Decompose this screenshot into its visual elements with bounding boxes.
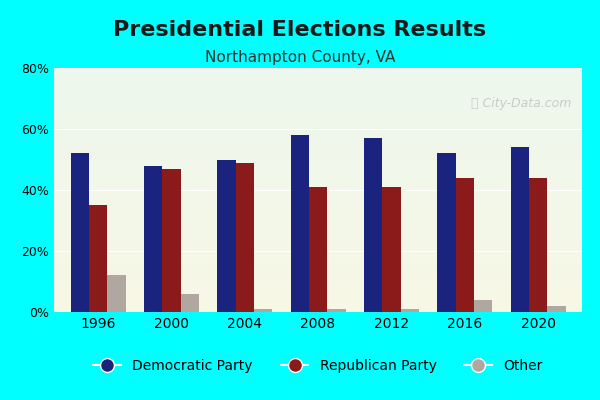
- Text: Northampton County, VA: Northampton County, VA: [205, 50, 395, 65]
- Bar: [529, 178, 547, 312]
- Bar: [71, 153, 89, 312]
- Text: ⓘ City-Data.com: ⓘ City-Data.com: [471, 97, 571, 110]
- Bar: [107, 275, 125, 312]
- Text: Presidential Elections Results: Presidential Elections Results: [113, 20, 487, 40]
- Bar: [327, 309, 346, 312]
- Bar: [511, 147, 529, 312]
- Bar: [309, 187, 327, 312]
- Bar: [181, 294, 199, 312]
- Bar: [217, 160, 236, 312]
- Bar: [89, 205, 107, 312]
- Bar: [474, 300, 492, 312]
- Bar: [364, 138, 382, 312]
- Bar: [437, 153, 455, 312]
- Bar: [547, 306, 566, 312]
- Bar: [236, 162, 254, 312]
- Bar: [382, 187, 401, 312]
- Legend: Democratic Party, Republican Party, Other: Democratic Party, Republican Party, Othe…: [88, 353, 548, 378]
- Bar: [401, 309, 419, 312]
- Bar: [290, 135, 309, 312]
- Bar: [162, 169, 181, 312]
- Bar: [455, 178, 474, 312]
- Bar: [144, 166, 162, 312]
- Bar: [254, 309, 272, 312]
